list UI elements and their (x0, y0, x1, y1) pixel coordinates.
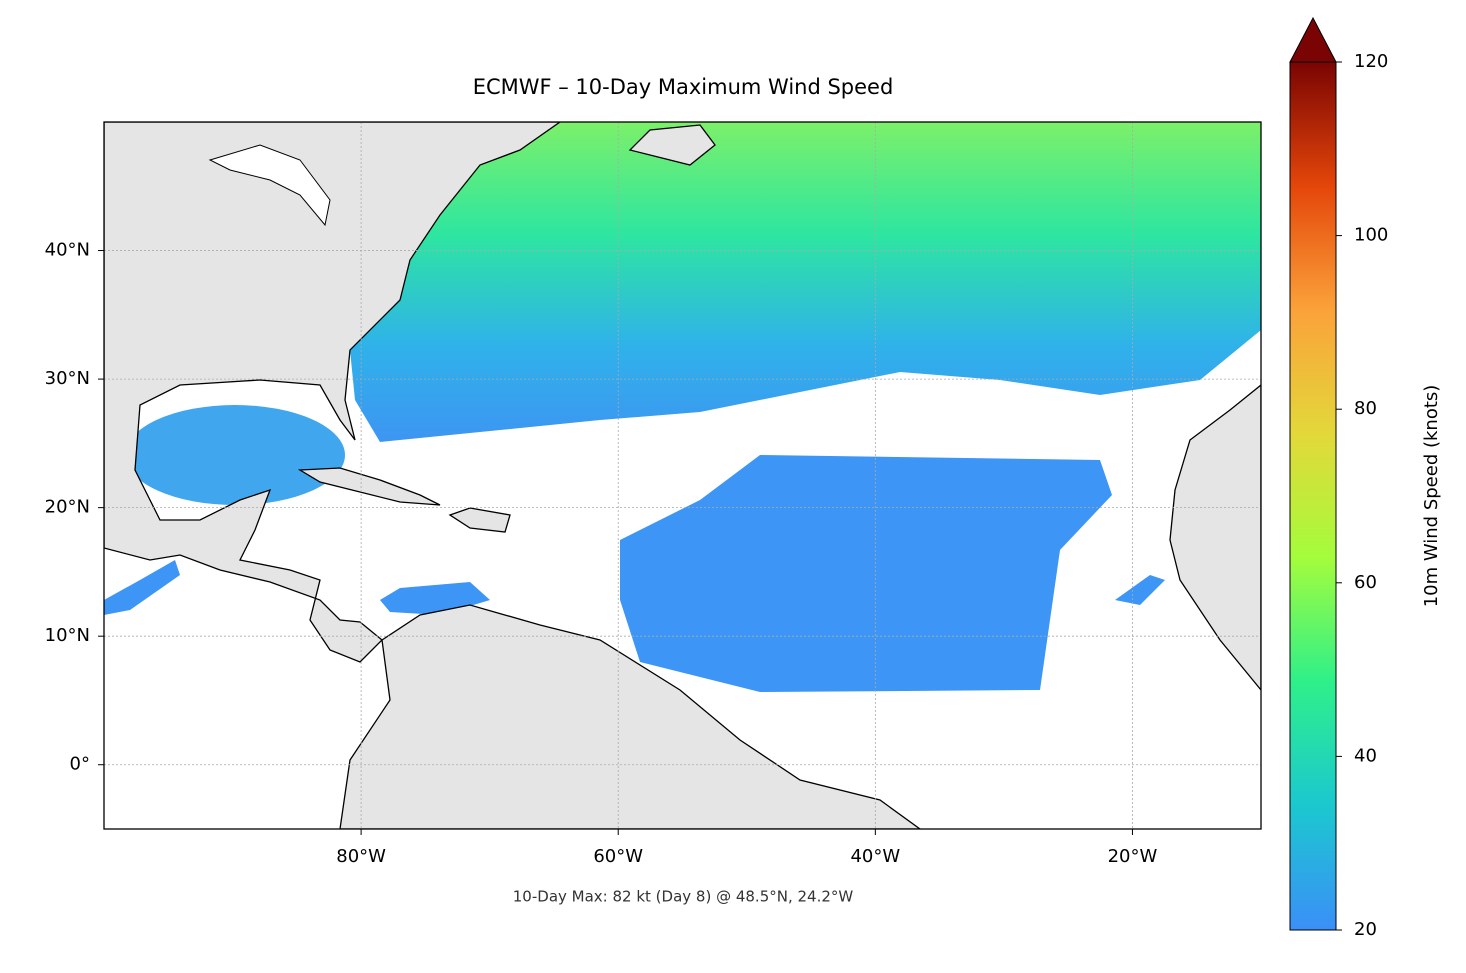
south-america (339, 604, 922, 829)
x-tick-label: 60°W (593, 846, 643, 867)
wind-field (104, 560, 180, 615)
x-tick-label: 20°W (1108, 846, 1158, 867)
x-tick-label: 40°W (850, 846, 900, 867)
y-tick-label: 10°N (45, 625, 90, 646)
grid (104, 122, 1261, 829)
map (104, 122, 1261, 829)
y-tick-label: 20°N (45, 497, 90, 518)
north-america (104, 122, 562, 663)
annotation: 10-Day Max: 82 kt (Day 8) @ 48.5°N, 24.2… (513, 888, 854, 906)
hispaniola (448, 507, 511, 533)
y-tick-label: 30°N (45, 368, 90, 389)
x-tick-label: 80°W (336, 846, 386, 867)
map-frame (103, 121, 1262, 830)
colorbar-gradient (1289, 61, 1337, 931)
y-tick-label: 0° (70, 754, 90, 775)
chart-title: ECMWF – 10-Day Maximum Wind Speed (473, 75, 894, 99)
great-lakes (208, 144, 331, 227)
newfoundland (628, 124, 716, 166)
colorbar-tick-label: 20 (1354, 919, 1377, 940)
colorbar: 20 40 60 80 100 120 (1289, 16, 1388, 940)
colorbar-tick-label: 120 (1354, 51, 1388, 72)
wind-field (1115, 575, 1165, 605)
africa (1169, 384, 1261, 692)
colorbar-tick-label: 60 (1354, 572, 1377, 593)
wind-field (350, 122, 1261, 442)
y-tick-label: 40°N (45, 240, 90, 261)
colorbar-tick-label: 80 (1354, 398, 1377, 419)
colorbar-tick-label: 40 (1354, 745, 1377, 766)
colorbar-tick-label: 100 (1354, 225, 1388, 246)
colorbar-extend (1289, 16, 1337, 63)
wind-field (125, 405, 345, 505)
wind-field (620, 455, 1112, 692)
cuba (297, 467, 441, 506)
colorbar-label: 10m Wind Speed (knots) (1421, 385, 1442, 608)
